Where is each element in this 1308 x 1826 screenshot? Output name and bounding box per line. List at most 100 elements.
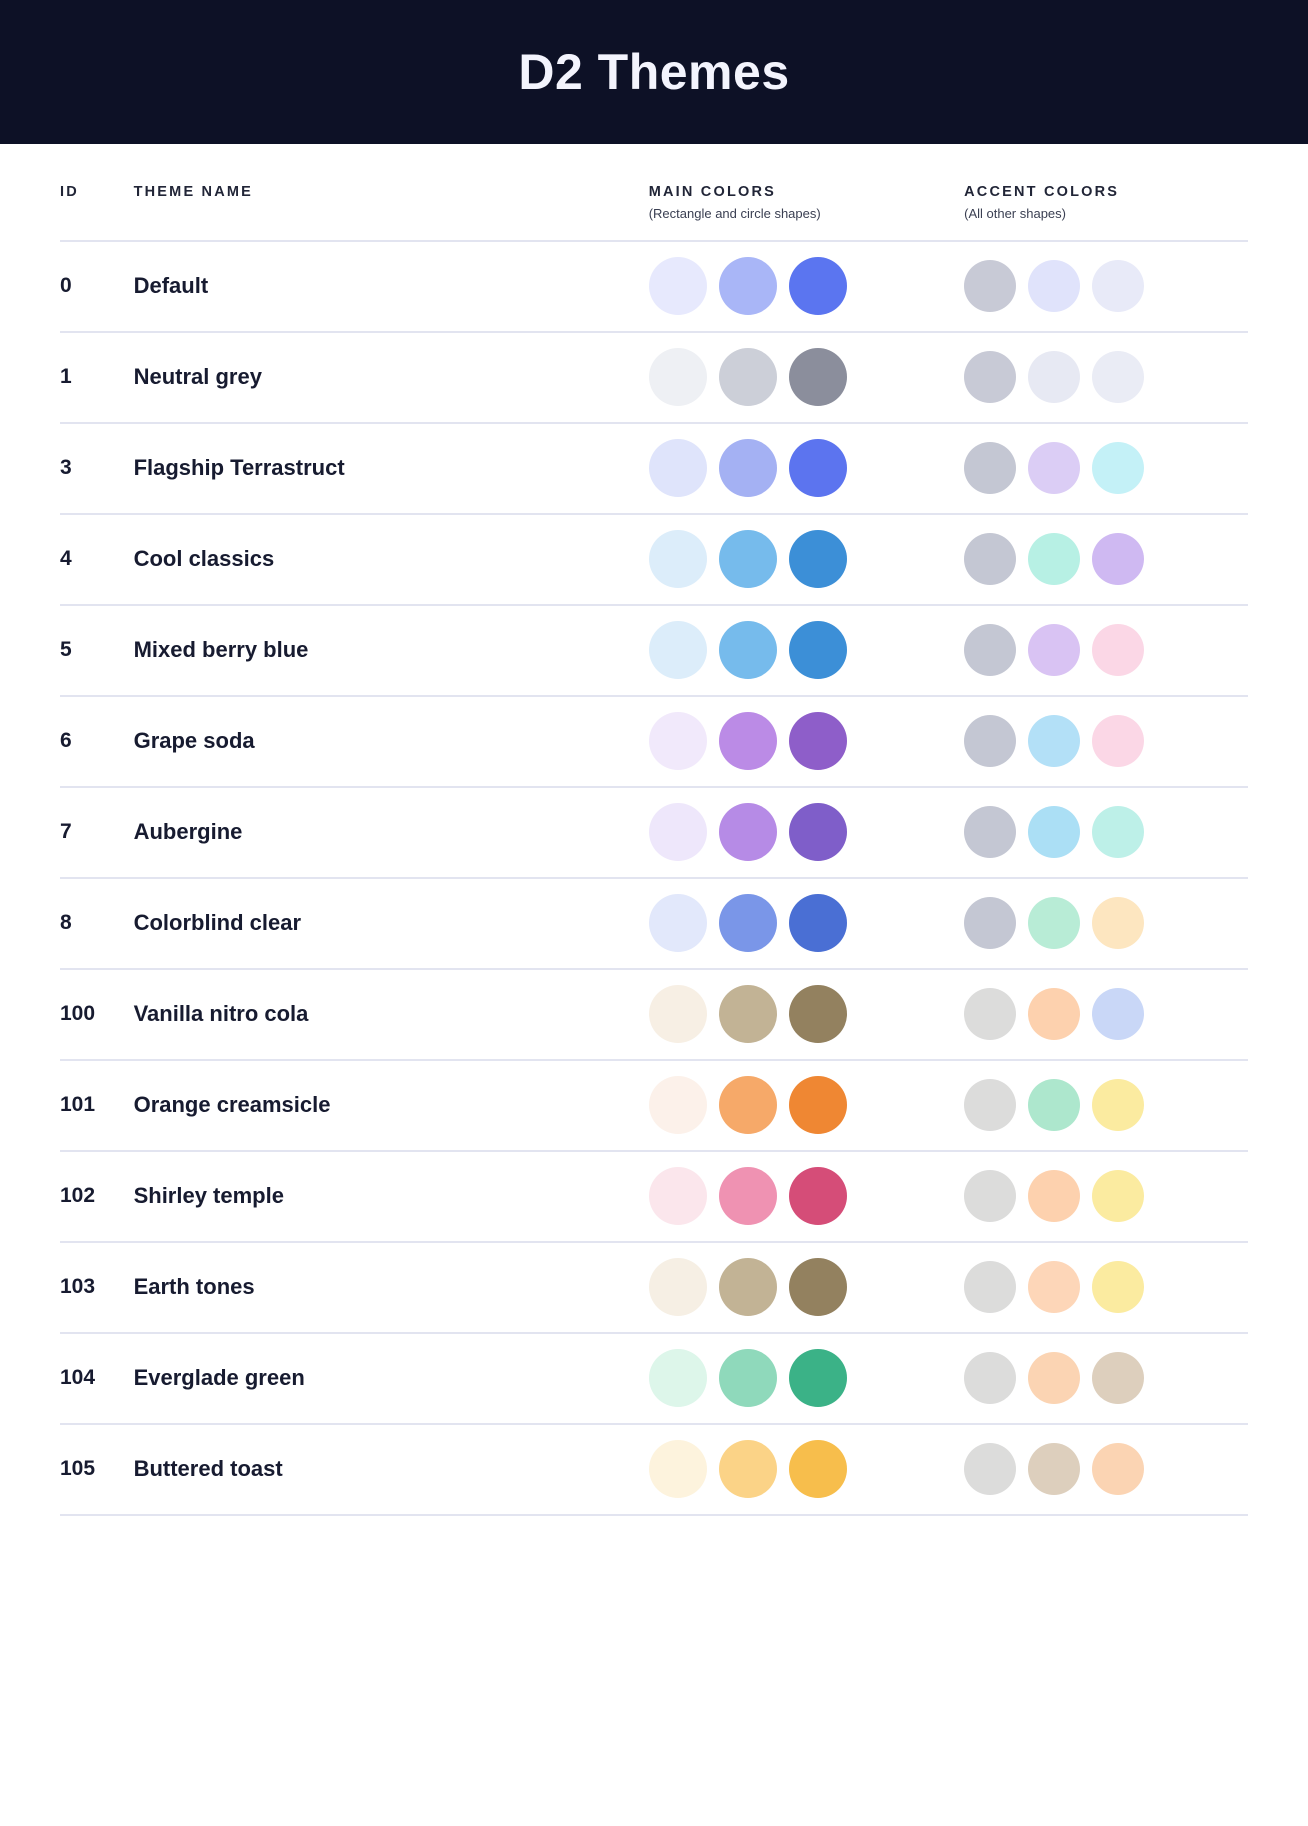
accent-colors-cell	[964, 604, 1248, 697]
accent-color-swatch-3	[1092, 1170, 1145, 1223]
column-header-main-colors-subtitle: (Rectangle and circle shapes)	[648, 206, 821, 222]
accent-color-swatch-2	[1028, 1261, 1081, 1314]
main-color-swatch-3	[788, 712, 847, 771]
main-colors-cell	[648, 1332, 965, 1425]
accent-color-swatch-3	[1092, 351, 1145, 404]
accent-color-swatch-1	[964, 1352, 1017, 1405]
main-color-swatch-1	[648, 1258, 707, 1317]
table-row[interactable]: 4 Cool classics	[60, 513, 1248, 606]
accent-color-swatches	[964, 624, 1248, 677]
theme-name-cell: Cool classics	[133, 513, 649, 606]
accent-color-swatches	[964, 442, 1248, 495]
main-color-swatch-2	[718, 712, 777, 771]
accent-color-swatch-2	[1028, 1079, 1081, 1132]
table-row[interactable]: 103 Earth tones	[60, 1241, 1248, 1334]
theme-id-cell: 101	[60, 1059, 134, 1152]
theme-id-cell: 105	[60, 1423, 134, 1516]
accent-color-swatch-2	[1028, 1170, 1081, 1223]
main-color-swatch-1	[648, 621, 707, 680]
page-title: D2 Themes	[518, 44, 790, 100]
accent-color-swatch-2	[1028, 533, 1081, 586]
main-color-swatch-3	[788, 894, 847, 953]
main-color-swatch-3	[788, 439, 847, 498]
accent-color-swatch-3	[1092, 1443, 1145, 1496]
theme-id-cell: 7	[60, 786, 134, 879]
table-row[interactable]: 1 Neutral grey	[60, 331, 1248, 424]
column-header-accent-colors: ACCENT COLORS (All other shapes)	[964, 184, 1248, 242]
accent-color-swatches	[964, 351, 1248, 404]
main-color-swatch-1	[648, 1167, 707, 1226]
table-row[interactable]: 8 Colorblind clear	[60, 877, 1248, 970]
theme-id-cell: 100	[60, 968, 134, 1061]
accent-color-swatch-3	[1092, 1261, 1145, 1314]
table-row[interactable]: 102 Shirley temple	[60, 1150, 1248, 1243]
column-header-main-colors: MAIN COLORS (Rectangle and circle shapes…	[648, 184, 965, 242]
accent-color-swatch-1	[964, 1170, 1017, 1223]
accent-color-swatches	[964, 715, 1248, 768]
accent-color-swatch-1	[964, 1261, 1017, 1314]
accent-colors-cell	[964, 240, 1248, 333]
main-color-swatch-2	[718, 1349, 777, 1408]
column-header-main-colors-label: MAIN COLORS	[648, 184, 777, 200]
accent-color-swatch-3	[1092, 260, 1145, 313]
accent-colors-cell	[964, 1423, 1248, 1516]
table-row[interactable]: 101 Orange creamsicle	[60, 1059, 1248, 1152]
theme-id-cell: 1	[60, 331, 134, 424]
main-color-swatch-2	[718, 621, 777, 680]
theme-id-cell: 5	[60, 604, 134, 697]
accent-colors-cell	[964, 331, 1248, 424]
main-color-swatches	[648, 530, 964, 589]
main-color-swatch-1	[648, 1440, 707, 1499]
accent-color-swatch-3	[1092, 624, 1145, 677]
accent-color-swatches	[964, 806, 1248, 859]
table-row[interactable]: 6 Grape soda	[60, 695, 1248, 788]
accent-color-swatches	[964, 260, 1248, 313]
accent-color-swatch-1	[964, 533, 1017, 586]
theme-id-cell: 8	[60, 877, 134, 970]
table-row[interactable]: 100 Vanilla nitro cola	[60, 968, 1248, 1061]
column-header-theme-name: THEME NAME	[133, 184, 649, 242]
main-color-swatch-3	[788, 348, 847, 407]
theme-name-cell: Colorblind clear	[133, 877, 649, 970]
accent-color-swatches	[964, 1261, 1248, 1314]
main-colors-cell	[648, 604, 965, 697]
accent-color-swatch-3	[1092, 1352, 1145, 1405]
main-color-swatch-1	[648, 803, 707, 862]
main-color-swatch-1	[648, 439, 707, 498]
accent-color-swatch-1	[964, 715, 1017, 768]
table-row[interactable]: 0 Default	[60, 240, 1248, 333]
main-color-swatch-3	[788, 1258, 847, 1317]
table-row[interactable]: 3 Flagship Terrastruct	[60, 422, 1248, 515]
main-colors-cell	[648, 1241, 965, 1334]
theme-name-cell: Flagship Terrastruct	[133, 422, 649, 515]
theme-name-cell: Neutral grey	[133, 331, 649, 424]
accent-color-swatch-3	[1092, 533, 1145, 586]
table-row[interactable]: 105 Buttered toast	[60, 1423, 1248, 1516]
main-color-swatch-2	[718, 439, 777, 498]
table-row[interactable]: 7 Aubergine	[60, 786, 1248, 879]
table-row[interactable]: 104 Everglade green	[60, 1332, 1248, 1425]
accent-colors-cell	[964, 786, 1248, 879]
accent-color-swatch-3	[1092, 442, 1145, 495]
accent-color-swatch-1	[964, 806, 1017, 859]
accent-color-swatch-1	[964, 260, 1017, 313]
accent-colors-cell	[964, 422, 1248, 515]
main-color-swatches	[648, 439, 964, 498]
main-colors-cell	[648, 968, 965, 1061]
table-row[interactable]: 5 Mixed berry blue	[60, 604, 1248, 697]
accent-color-swatch-3	[1092, 897, 1145, 950]
themes-table: ID THEME NAME MAIN COLORS (Rectangle and…	[60, 184, 1248, 1516]
main-colors-cell	[648, 1059, 965, 1152]
main-color-swatch-3	[788, 257, 847, 316]
main-color-swatch-2	[718, 894, 777, 953]
accent-color-swatch-2	[1028, 715, 1081, 768]
main-color-swatch-3	[788, 985, 847, 1044]
accent-colors-cell	[964, 695, 1248, 788]
theme-id-cell: 6	[60, 695, 134, 788]
accent-color-swatch-2	[1028, 351, 1081, 404]
accent-color-swatch-2	[1028, 988, 1081, 1041]
accent-color-swatch-2	[1028, 260, 1081, 313]
main-color-swatch-1	[648, 894, 707, 953]
accent-color-swatch-2	[1028, 806, 1081, 859]
main-color-swatch-2	[718, 803, 777, 862]
